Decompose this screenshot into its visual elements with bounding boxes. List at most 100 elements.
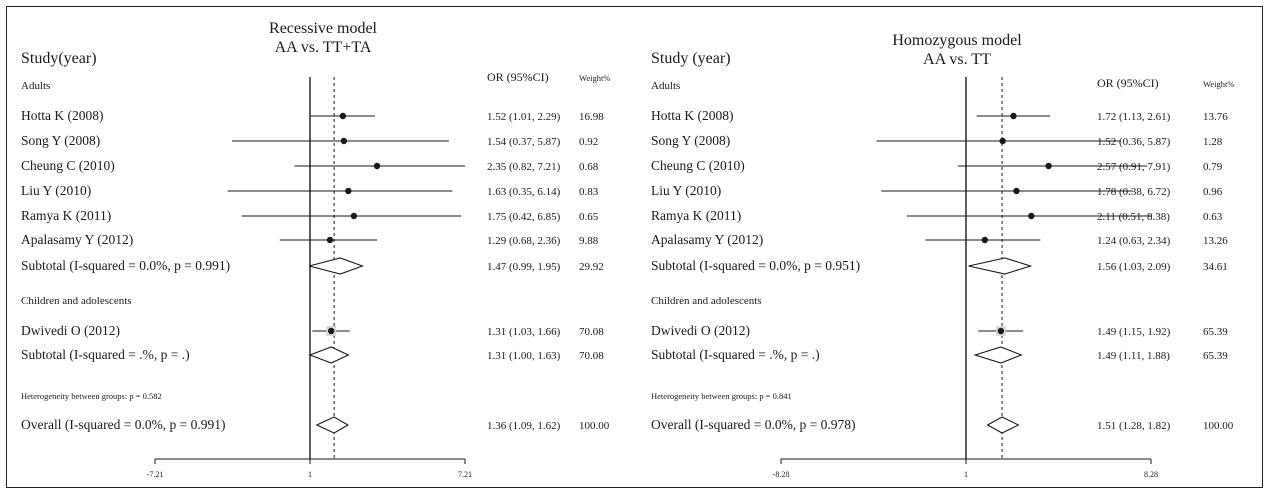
weight-value: 1.28 (1203, 136, 1223, 148)
point-estimate-dot (340, 137, 348, 145)
pooled-estimate-diamond (968, 257, 1033, 275)
odds-ratio-ci-text: 1.63 (0.35, 6.14) (487, 186, 561, 198)
x-axis-tick-label: 1 (308, 470, 312, 479)
forest-plot-recessive: Recessive model AA vs. TT+TA Study(year)… (7, 7, 647, 487)
odds-ratio-ci-text: 1.52 (0.36, 5.87) (1097, 136, 1171, 148)
odds-ratio-ci-text: 1.49 (1.15, 1.92) (1097, 326, 1171, 338)
odds-ratio-ci-text: 1.49 (1.11, 1.88) (1097, 350, 1170, 362)
study-label: Hotta K (2008) (651, 108, 733, 123)
study-label: Liu Y (2010) (651, 183, 721, 198)
study-label: Song Y (2008) (651, 133, 730, 148)
weight-value: 0.92 (579, 136, 598, 148)
point-estimate-dot (1010, 112, 1017, 120)
subgroup-label: Adults (651, 80, 680, 92)
pooled-estimate-diamond (315, 416, 349, 434)
subgroup-label: Adults (21, 80, 50, 92)
study-label: Hotta K (2008) (21, 108, 103, 123)
weight-value: 0.96 (1203, 186, 1223, 198)
weight-value: 65.39 (1203, 350, 1228, 362)
subgroup-label: Children and adolescents (651, 295, 762, 307)
weight-value: 34.61 (1203, 261, 1228, 273)
odds-ratio-ci-text: 1.47 (0.99, 1.95) (487, 261, 561, 273)
study-label: Apalasamy Y (2012) (21, 232, 133, 247)
study-label: Song Y (2008) (21, 133, 100, 148)
odds-ratio-ci-text: 1.75 (0.42, 6.85) (487, 211, 561, 223)
study-label: Apalasamy Y (2012) (651, 232, 763, 247)
point-estimate-dot (327, 327, 335, 335)
subtotal-label: Subtotal (I-squared = 0.0%, p = 0.991) (21, 258, 230, 273)
heterogeneity-note: Heterogeneity between groups: p = 0.582 (21, 391, 162, 401)
point-estimate-dot (1013, 187, 1020, 195)
point-estimate-dot (345, 187, 352, 195)
figure-frame: Recessive model AA vs. TT+TA Study(year)… (6, 6, 1263, 488)
subgroup-label: Children and adolescents (21, 295, 132, 307)
weight-value: 0.79 (1203, 161, 1223, 173)
x-axis-tick-label: 7.21 (458, 470, 472, 479)
weight-value: 65.39 (1203, 326, 1228, 338)
point-estimate-dot (350, 212, 358, 220)
weight-value: 70.08 (579, 326, 604, 338)
forest-plot-homozygous-svg: Homozygous model AA vs. TT Study (year) … (651, 32, 1234, 479)
weight-column-header: Weight% (1203, 79, 1234, 89)
weight-value: 9.88 (579, 235, 599, 247)
study-label: Ramya K (2011) (21, 208, 111, 223)
weight-value: 13.76 (1203, 111, 1228, 123)
odds-ratio-ci-text: 1.36 (1.09, 1.62) (487, 420, 561, 432)
pooled-estimate-diamond (308, 346, 350, 364)
odds-ratio-ci-text: 1.31 (1.00, 1.63) (487, 350, 561, 362)
odds-ratio-ci-text: 1.56 (1.03, 2.09) (1097, 261, 1171, 273)
forest-plot-homozygous: Homozygous model AA vs. TT Study (year) … (647, 7, 1262, 487)
study-label: Cheung C (2010) (21, 158, 115, 173)
odds-ratio-ci-text: 2.35 (0.82, 7.21) (487, 161, 561, 173)
weight-value: 29.92 (579, 261, 604, 273)
plot-title-line1: Homozygous model (892, 32, 1022, 49)
point-estimate-dot (1028, 212, 1035, 220)
pooled-estimate-diamond (973, 346, 1023, 364)
weight-value: 100.00 (579, 420, 610, 432)
plot-title-line2: AA vs. TT+TA (275, 39, 372, 56)
point-estimate-dot (997, 327, 1005, 335)
odds-ratio-ci-text: 1.72 (1.13, 2.61) (1097, 111, 1171, 123)
weight-value: 0.68 (579, 161, 599, 173)
point-estimate-dot (981, 236, 989, 244)
study-label: Ramya K (2011) (651, 208, 741, 223)
point-estimate-dot (373, 162, 381, 170)
point-estimate-dot (999, 137, 1006, 145)
weight-value: 0.65 (579, 211, 599, 223)
subtotal-label: Overall (I-squared = 0.0%, p = 0.978) (651, 417, 856, 432)
weight-value: 0.63 (1203, 211, 1223, 223)
odds-ratio-ci-text: 2.57 (0.91, 7.91) (1097, 161, 1171, 173)
odds-ratio-ci-text: 2.11 (0.51, 8.38) (1097, 211, 1170, 223)
plot-title-line1: Recessive model (269, 20, 378, 37)
odds-ratio-ci-text: 1.24 (0.63, 2.34) (1097, 235, 1171, 247)
heterogeneity-note: Heterogeneity between groups: p = 0.841 (651, 391, 792, 401)
or-column-header: OR (95%CI) (1097, 76, 1159, 90)
x-axis-tick-label: 8.28 (1144, 470, 1158, 479)
point-estimate-dot (339, 112, 347, 120)
forest-plot-recessive-svg: Recessive model AA vs. TT+TA Study(year)… (21, 20, 610, 479)
study-column-header: Study(year) (21, 50, 97, 67)
subtotal-label: Subtotal (I-squared = .%, p = .) (21, 347, 190, 362)
point-estimate-dot (1045, 162, 1052, 170)
pooled-estimate-diamond (309, 257, 365, 275)
subtotal-label: Subtotal (I-squared = 0.0%, p = 0.951) (651, 258, 860, 273)
weight-value: 70.08 (579, 350, 604, 362)
weight-value: 13.26 (1203, 235, 1228, 247)
or-column-header: OR (95%CI) (487, 70, 549, 84)
study-label: Dwivedi O (2012) (651, 323, 750, 338)
odds-ratio-ci-text: 1.78 (0.38, 6.72) (1097, 186, 1171, 198)
weight-value: 16.98 (579, 111, 604, 123)
odds-ratio-ci-text: 1.52 (1.01, 2.29) (487, 111, 561, 123)
plot-title-line2: AA vs. TT (923, 51, 991, 68)
point-estimate-dot (326, 236, 334, 244)
x-axis-tick-label: -7.21 (147, 470, 164, 479)
study-label: Liu Y (2010) (21, 183, 91, 198)
pooled-estimate-diamond (986, 416, 1020, 434)
study-label: Cheung C (2010) (651, 158, 745, 173)
subtotal-label: Overall (I-squared = 0.0%, p = 0.991) (21, 417, 226, 432)
odds-ratio-ci-text: 1.51 (1.28, 1.82) (1097, 420, 1171, 432)
odds-ratio-ci-text: 1.29 (0.68, 2.36) (487, 235, 561, 247)
subtotal-label: Subtotal (I-squared = .%, p = .) (651, 347, 820, 362)
study-label: Dwivedi O (2012) (21, 323, 120, 338)
x-axis-tick-label: 1 (964, 470, 968, 479)
